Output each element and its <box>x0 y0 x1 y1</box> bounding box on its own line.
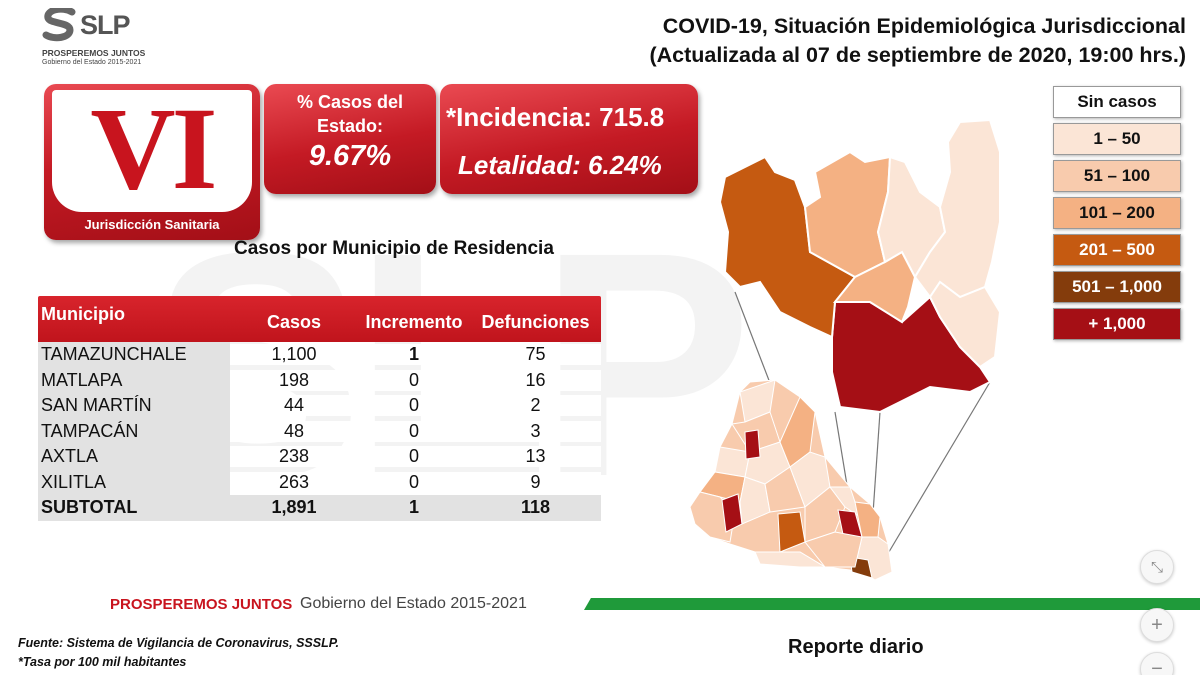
state-map <box>689 379 893 581</box>
legend-item: + 1,000 <box>1053 308 1181 340</box>
title-line-2: (Actualizada al 07 de septiembre de 2020… <box>649 43 1186 67</box>
cell-casos: 1,100 <box>230 344 358 366</box>
page-title: COVID-19, Situación Epidemiológica Juris… <box>649 12 1186 70</box>
jurisdiction-panel: VI Jurisdicción Sanitaria <box>44 84 260 240</box>
header-casos: Casos <box>266 312 322 332</box>
cell-casos: 44 <box>230 395 358 417</box>
table-subtitle: Casos por Municipio de Residencia <box>234 238 554 259</box>
municipio-tanquian <box>928 280 1000 369</box>
footer-government: Gobierno del Estado 2015-2021 <box>300 595 527 612</box>
jurisdiction-map <box>718 118 1000 414</box>
jurisdiction-label: Jurisdicción Sanitaria <box>84 217 220 232</box>
table-row: TAMPACÁN 48 0 3 <box>38 418 601 444</box>
cell-municipio: TAMAZUNCHALE <box>38 342 230 368</box>
logo-subtext: Gobierno del Estado 2015-2021 <box>42 59 142 66</box>
cell-municipio: XILITLA <box>38 469 230 495</box>
cell-incremento: 0 <box>358 446 470 468</box>
cell-municipio: SUBTOTAL <box>38 495 230 521</box>
cell-municipio: TAMPACÁN <box>38 418 230 444</box>
cell-municipio: MATLAPA <box>38 367 230 393</box>
logo-text: SLP <box>80 10 131 40</box>
cell-incremento: 0 <box>358 471 470 493</box>
legend-item: 101 – 200 <box>1053 197 1181 229</box>
cell-incremento: 0 <box>358 420 470 442</box>
collapse-icon: ⤡ <box>1150 558 1163 576</box>
cell-defunciones: 75 <box>470 344 601 366</box>
legend-item: 201 – 500 <box>1053 234 1181 266</box>
table-row: AXTLA 238 0 13 <box>38 444 601 470</box>
municipio-xilitla <box>718 155 857 339</box>
collapse-button[interactable]: ⤡ <box>1140 550 1174 584</box>
legend-item: 51 – 100 <box>1053 160 1181 192</box>
table-row: MATLAPA 198 0 16 <box>38 367 601 393</box>
cell-defunciones: 118 <box>470 495 601 521</box>
jurisdiction-numeral: VI <box>90 83 217 214</box>
cell-casos: 238 <box>230 446 358 468</box>
minus-icon: − <box>1151 657 1163 675</box>
legend-item: 501 – 1,000 <box>1053 271 1181 303</box>
cell-defunciones: 9 <box>470 471 601 493</box>
plus-icon: + <box>1151 613 1163 636</box>
cell-casos: 48 <box>230 420 358 442</box>
report-label: Reporte diario <box>788 636 924 658</box>
zoom-out-button[interactable]: − <box>1140 652 1174 675</box>
map-legend: Sin casos 1 – 50 51 – 100 101 – 200 201 … <box>1053 86 1181 345</box>
table-row: XILITLA 263 0 9 <box>38 469 601 495</box>
header-incremento: Incremento <box>365 312 463 332</box>
percent-value: 9.67% <box>308 140 392 172</box>
percent-label: % Casos del Estado: <box>296 92 404 136</box>
cell-incremento: 1 <box>358 495 470 521</box>
legend-item: 1 – 50 <box>1053 123 1181 155</box>
cell-incremento: 0 <box>358 395 470 417</box>
cell-incremento: 0 <box>358 369 470 391</box>
table-row: TAMAZUNCHALE 1,100 1 75 <box>38 342 601 368</box>
jurisdiction-inner: VI <box>52 84 252 214</box>
table-subtotal-row: SUBTOTAL 1,891 1 118 <box>38 495 601 521</box>
legend-item: Sin casos <box>1053 86 1181 118</box>
letalidad-text: Letalidad: 6.24% <box>458 150 662 180</box>
cell-casos: 198 <box>230 369 358 391</box>
incidence-text: *Incidencia: 715.8 <box>446 102 665 132</box>
percent-panel: % Casos del Estado: 9.67% <box>264 84 436 194</box>
cell-incremento: 1 <box>358 344 470 366</box>
title-line-1: COVID-19, Situación Epidemiológica Juris… <box>662 14 1186 38</box>
slp-logo-mark-icon <box>42 8 76 42</box>
cell-defunciones: 13 <box>470 446 601 468</box>
cell-defunciones: 16 <box>470 369 601 391</box>
source-note: Fuente: Sistema de Vigilancia de Coronav… <box>18 636 339 650</box>
table-header: Municipio Casos Incremento Defunciones <box>38 296 601 342</box>
cell-municipio: SAN MARTÍN <box>38 393 230 419</box>
rate-note: *Tasa por 100 mil habitantes <box>18 655 187 669</box>
slp-logo: SLP PROSPEREMOS JUNTOS Gobierno del Esta… <box>40 8 150 70</box>
zoom-in-button[interactable]: + <box>1140 608 1174 642</box>
table-row: SAN MARTÍN 44 0 2 <box>38 393 601 419</box>
cell-casos: 263 <box>230 471 358 493</box>
cell-municipio: AXTLA <box>38 444 230 470</box>
cell-defunciones: 2 <box>470 395 601 417</box>
footer-slogan: PROSPEREMOS JUNTOS <box>110 596 293 613</box>
municipio-tamazunchale <box>831 295 992 414</box>
header-defunciones: Defunciones <box>481 312 590 332</box>
header-municipio: Municipio <box>41 304 125 324</box>
cases-table: Municipio Casos Incremento Defunciones T… <box>38 296 601 521</box>
choropleth-map <box>689 118 1000 581</box>
cell-defunciones: 3 <box>470 420 601 442</box>
incidence-panel: *Incidencia: 715.8 Letalidad: 6.24% <box>440 84 698 194</box>
logo-tagline: PROSPEREMOS JUNTOS <box>42 48 146 58</box>
footer-green-bar <box>584 598 1200 610</box>
cell-casos: 1,891 <box>230 495 358 521</box>
